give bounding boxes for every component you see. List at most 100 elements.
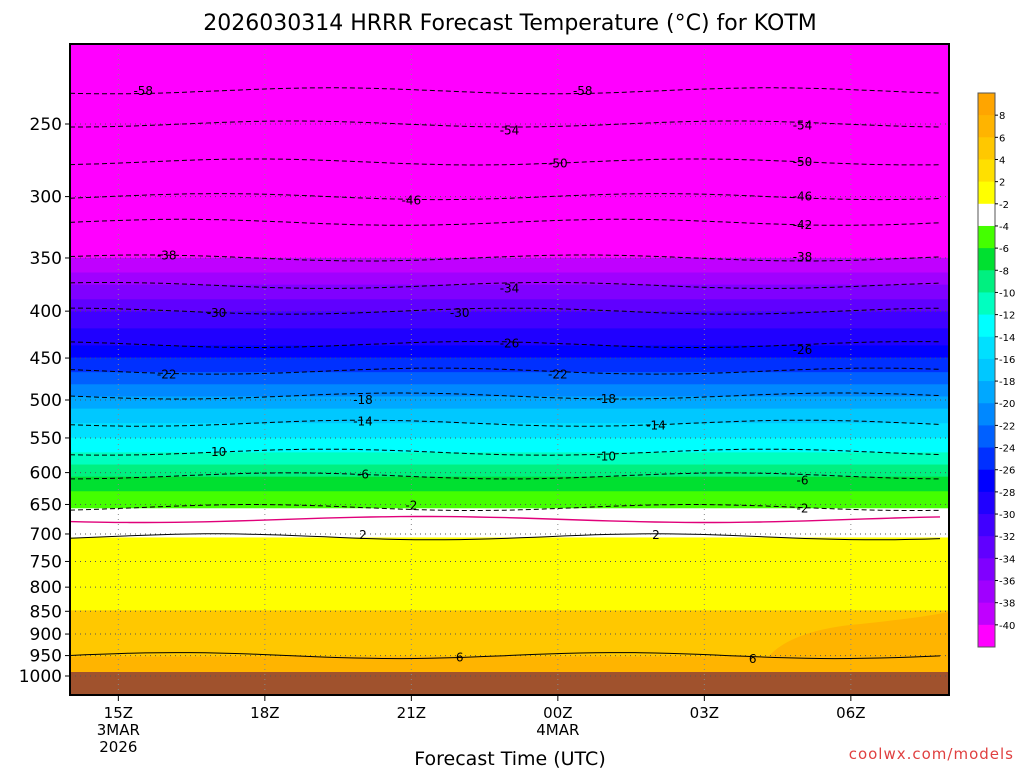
temperature-band <box>70 153 949 157</box>
temperature-band <box>70 102 949 106</box>
grid-lines <box>70 44 949 695</box>
temperature-band <box>70 124 949 128</box>
temperature-band <box>70 491 949 495</box>
temperature-band <box>70 182 949 186</box>
contour-label: -50 <box>793 155 813 169</box>
temperature-band <box>70 372 949 376</box>
temperature-band <box>70 578 949 582</box>
temperature-band <box>70 505 949 510</box>
temperature-band <box>70 624 949 629</box>
temperature-band <box>70 126 949 130</box>
colorbar-swatch <box>978 491 995 515</box>
temperature-band <box>70 68 949 72</box>
colorbar-swatch <box>978 403 995 426</box>
contour-label: -14 <box>646 418 666 432</box>
plot-frame <box>69 43 950 696</box>
x-tick-label: 3MAR <box>97 721 140 739</box>
temperature-band <box>70 437 949 442</box>
colorbar-swatch <box>978 514 995 537</box>
y-tick-label: 850 <box>30 602 62 622</box>
temperature-band <box>70 513 949 517</box>
y-tick-label: 1000 <box>19 667 62 687</box>
colorbar-swatch <box>978 469 995 493</box>
temperature-band <box>70 87 949 91</box>
temperature-band <box>70 158 949 162</box>
colorbar-label: -24 <box>999 444 1015 455</box>
temperature-band <box>70 394 949 398</box>
temperature-band <box>70 51 949 55</box>
temperature-band <box>70 588 949 592</box>
temperature-band <box>70 449 949 454</box>
colorbar-swatch <box>978 558 995 582</box>
colorbar-label: -22 <box>999 421 1015 432</box>
temperature-band <box>70 287 949 291</box>
temperature-band <box>70 607 949 612</box>
temperature-band <box>70 520 949 524</box>
temperature-band <box>70 228 949 232</box>
temperature-band <box>70 554 949 558</box>
temperature-band <box>70 360 949 364</box>
temperature-band <box>70 508 949 512</box>
temperature-band <box>70 345 949 349</box>
temperature-band <box>70 250 949 254</box>
y-tick-label: 250 <box>30 115 62 135</box>
temperature-band <box>70 95 949 99</box>
temperature-band <box>70 377 949 381</box>
y-tick-label: 900 <box>30 625 62 645</box>
temperature-band <box>70 311 949 315</box>
temperature-band <box>70 632 949 636</box>
temperature-band <box>70 340 949 344</box>
temperature-band <box>70 552 949 556</box>
colorbar-swatch <box>978 270 995 293</box>
colorbar-label: 4 <box>999 155 1005 166</box>
contour-label: -30 <box>450 306 470 320</box>
y-tick-label: 800 <box>30 578 62 598</box>
contour-line <box>69 340 941 348</box>
temperature-band <box>70 641 949 646</box>
temperature-band <box>70 542 949 546</box>
temperature-band <box>70 651 949 655</box>
colorbar-swatch <box>978 115 995 138</box>
x-tick-label: 4MAR <box>536 721 579 739</box>
temperature-band <box>70 595 949 600</box>
temperature-band <box>70 257 949 262</box>
temperature-band <box>70 432 949 437</box>
credit-link[interactable]: coolwx.com/models <box>849 745 1014 763</box>
temperature-band <box>70 328 949 332</box>
temperature-band <box>70 428 949 432</box>
temperature-band <box>70 496 949 500</box>
temperature-band <box>70 503 949 507</box>
temperature-band <box>70 544 949 548</box>
y-tick-label: 400 <box>30 302 62 322</box>
temperature-band <box>70 498 949 502</box>
contour-line <box>69 419 941 427</box>
temperature-band <box>70 119 949 123</box>
temperature-band <box>70 411 949 415</box>
colorbar-swatch <box>978 580 995 604</box>
temperature-band <box>70 109 949 113</box>
freezing-line <box>69 515 941 524</box>
contour-label: -54 <box>793 119 813 133</box>
temperature-band <box>70 338 949 342</box>
contour-label: -58 <box>133 84 153 98</box>
temperature-band <box>70 112 949 116</box>
contour-line <box>69 533 941 541</box>
plot-area <box>70 44 949 695</box>
contour-label: -42 <box>793 218 813 232</box>
temperature-band <box>70 369 949 373</box>
contour-label: -18 <box>596 392 616 406</box>
temperature-band <box>70 46 949 50</box>
temperature-band <box>70 598 949 602</box>
colorbar-swatch <box>978 624 995 648</box>
temperature-band <box>70 374 949 378</box>
temperature-band <box>70 537 949 541</box>
x-tick-label: 2026 <box>99 738 137 756</box>
temperature-band <box>70 253 949 257</box>
colorbar-label: -32 <box>999 532 1015 543</box>
contour-line <box>69 472 941 480</box>
temperature-band <box>70 219 949 223</box>
temperature-band <box>70 386 949 390</box>
temperature-band <box>70 313 949 318</box>
temperature-band <box>70 561 949 565</box>
x-axis-label: Forecast Time (UTC) <box>414 748 605 768</box>
